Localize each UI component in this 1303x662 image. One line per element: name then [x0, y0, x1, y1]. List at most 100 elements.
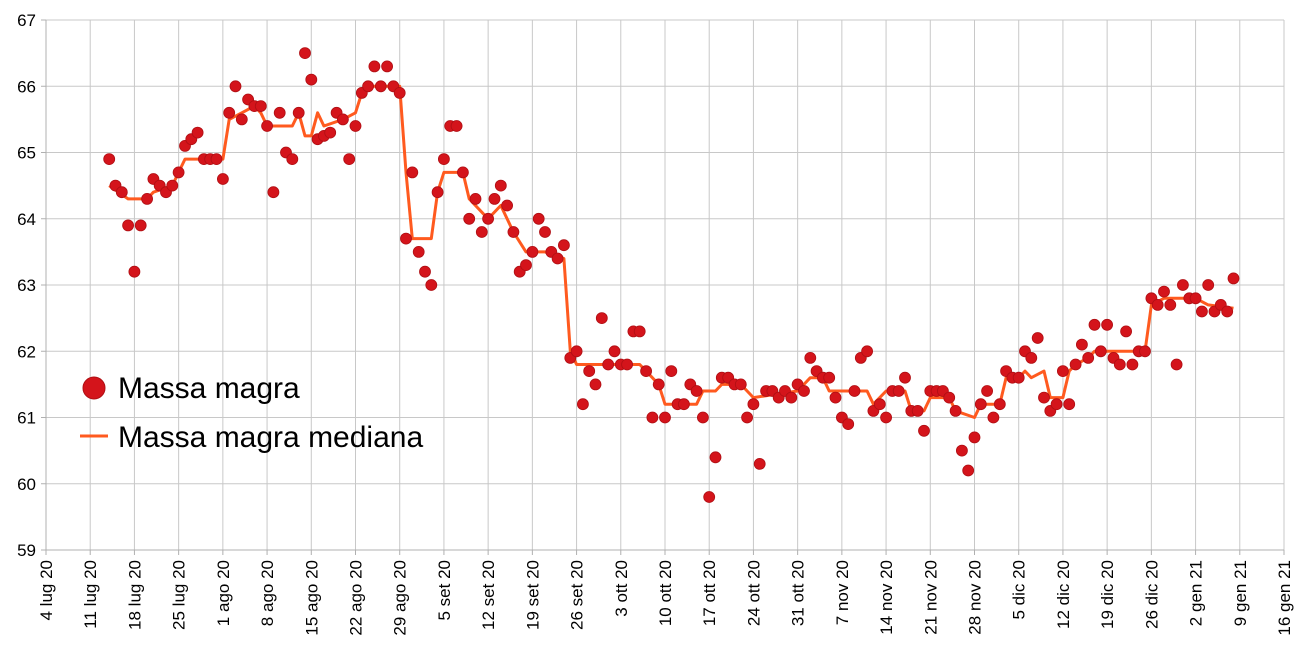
data-point-massa-magra [823, 371, 836, 384]
x-tick-label: 21 nov 20 [921, 560, 940, 635]
data-point-massa-magra [785, 391, 798, 404]
data-point-massa-magra [488, 192, 501, 205]
data-point-massa-magra [861, 345, 873, 358]
x-tick-label: 12 set 20 [479, 560, 498, 630]
x-tick-label: 4 lug 20 [37, 560, 56, 621]
x-tick-label: 18 lug 20 [125, 560, 144, 630]
data-point-massa-magra [450, 120, 463, 132]
data-point-massa-magra [1012, 371, 1025, 384]
data-point-massa-magra [1139, 345, 1151, 358]
legend-marker-massa-magra [82, 376, 106, 400]
x-tick-label: 7 nov 20 [833, 560, 852, 625]
data-point-massa-magra [406, 166, 419, 179]
data-point-massa-magra [362, 80, 375, 93]
data-point-massa-magra [956, 444, 968, 457]
data-point-massa-magra [368, 60, 381, 73]
data-point-massa-magra [829, 391, 842, 404]
x-tick-label: 5 dic 20 [1010, 560, 1029, 620]
y-tick-label: 62 [17, 342, 36, 361]
data-point-massa-magra [299, 47, 311, 59]
data-point-massa-magra [987, 411, 1000, 424]
y-tick-label: 61 [17, 409, 36, 428]
data-point-massa-magra [1151, 298, 1164, 311]
data-point-massa-magra [463, 212, 476, 225]
x-tick-label: 16 gen 21 [1275, 560, 1294, 636]
legend-label-massa-magra-mediana: Massa magra mediana [118, 421, 423, 454]
data-point-massa-magra [273, 106, 286, 119]
data-point-massa-magra [501, 199, 514, 212]
x-tick-label: 15 ago 20 [302, 560, 321, 636]
data-point-massa-magra [981, 385, 993, 397]
data-point-massa-magra [911, 404, 924, 417]
x-tick-label: 5 set 20 [435, 560, 454, 621]
data-point-massa-magra [425, 279, 438, 291]
data-point-massa-magra [1031, 332, 1044, 344]
y-tick-label: 60 [17, 475, 36, 494]
x-tick-label: 12 dic 20 [1054, 560, 1073, 629]
y-axis-ticks: 59 60 61 62 63 64 65 66 67 [17, 11, 36, 560]
data-point-massa-magra [993, 398, 1006, 411]
data-point-massa-magra [520, 259, 532, 272]
data-point-massa-magra [210, 153, 223, 166]
data-point-massa-magra [798, 385, 810, 397]
data-point-massa-magra [608, 345, 621, 358]
data-point-massa-magra [1082, 351, 1095, 364]
data-point-massa-magra [1038, 391, 1050, 404]
data-point-massa-magra [235, 113, 248, 126]
data-point-massa-magra [475, 226, 488, 238]
data-point-massa-magra [412, 245, 425, 258]
data-point-massa-magra [103, 153, 116, 166]
data-point-massa-magra [172, 166, 185, 179]
x-tick-label: 2 gen 21 [1187, 560, 1206, 626]
y-tick-label: 59 [17, 541, 36, 560]
y-tick-label: 64 [17, 210, 36, 229]
data-point-massa-magra [1063, 398, 1076, 411]
x-tick-label: 22 ago 20 [347, 560, 366, 636]
data-point-massa-magra [229, 80, 242, 93]
data-point-massa-magra [539, 226, 551, 238]
data-point-massa-magra [532, 212, 545, 225]
data-point-massa-magra [899, 371, 911, 384]
data-point-massa-magra [589, 378, 602, 391]
data-point-massa-magra [1088, 318, 1101, 331]
data-point-massa-magra [734, 378, 747, 391]
x-tick-label: 11 lug 20 [81, 560, 100, 629]
data-point-massa-magra [974, 398, 987, 411]
plot-series [103, 47, 1240, 503]
data-point-massa-magra [469, 192, 482, 205]
data-point-massa-magra [134, 219, 147, 232]
x-tick-label: 19 dic 20 [1098, 560, 1117, 629]
data-point-massa-magra [419, 265, 431, 278]
data-point-massa-magra [349, 120, 362, 132]
x-tick-label: 25 lug 20 [170, 560, 189, 630]
data-point-massa-magra [842, 418, 855, 431]
data-point-massa-magra [753, 457, 766, 470]
x-axis-ticks: 4 lug 20 11 lug 20 18 lug 20 25 lug 20 1 ago… [37, 560, 1294, 636]
data-point-massa-magra [583, 365, 596, 378]
data-point-massa-magra [1069, 358, 1082, 371]
data-point-massa-magra [400, 232, 412, 245]
data-point-massa-magra [709, 451, 722, 464]
data-point-massa-magra [166, 179, 179, 192]
data-point-massa-magra [652, 378, 665, 391]
x-tick-label: 29 ago 20 [391, 560, 410, 636]
data-point-massa-magra [747, 398, 760, 411]
data-point-massa-magra [437, 153, 450, 166]
x-tick-label: 8 ago 20 [258, 560, 277, 626]
data-point-massa-magra [381, 60, 394, 73]
data-point-massa-magra [1076, 338, 1088, 351]
data-point-massa-magra [128, 265, 141, 278]
data-point-massa-magra [507, 226, 520, 238]
data-point-massa-magra [526, 245, 539, 258]
data-point-massa-magra [1113, 358, 1126, 371]
data-point-massa-magra [678, 398, 690, 411]
data-point-massa-magra [141, 192, 154, 205]
data-point-massa-magra [873, 398, 886, 411]
data-point-massa-magra [943, 391, 956, 404]
data-point-massa-magra [122, 219, 135, 232]
data-point-massa-magra [949, 404, 962, 417]
data-point-massa-magra [223, 106, 236, 119]
data-point-massa-magra [1202, 279, 1215, 291]
data-point-massa-magra [1170, 358, 1183, 371]
